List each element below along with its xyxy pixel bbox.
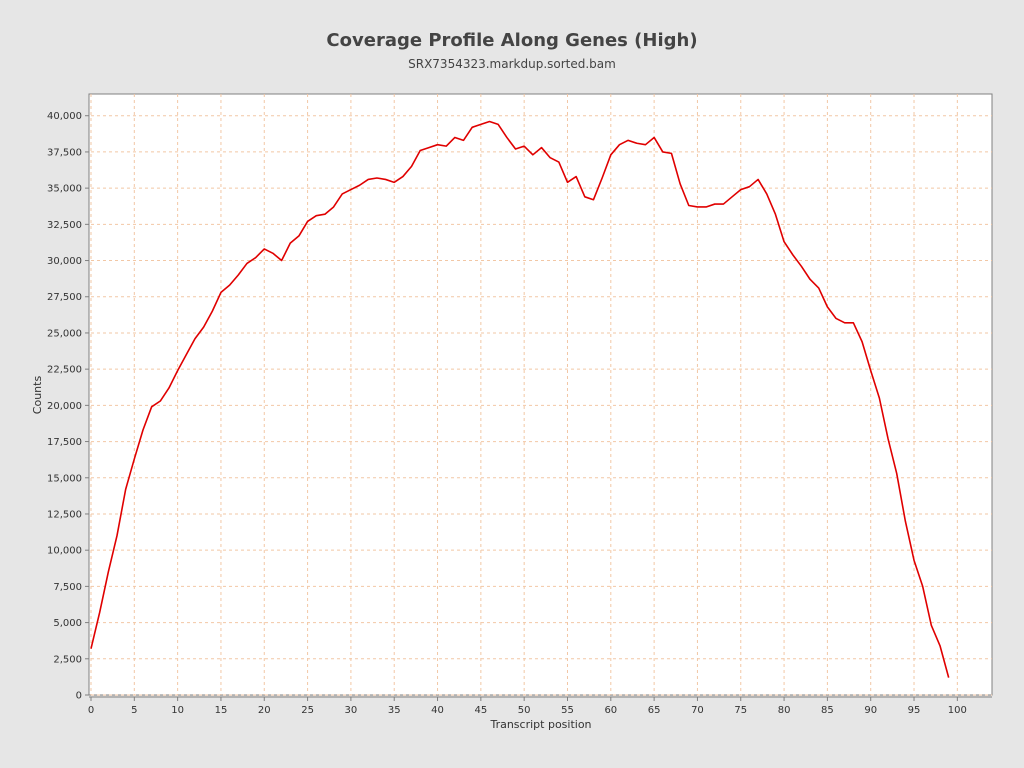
y-tick-label: 32,500	[47, 220, 82, 231]
y-tick-label: 40,000	[47, 111, 82, 122]
y-tick-label: 25,000	[47, 328, 82, 339]
x-axis-ticks: 0 5 10 15 20 25 30 35 40 45 50 55 60 65 70 75 80 85 90 95 10…	[88, 697, 967, 716]
plot-area	[88, 93, 993, 696]
x-axis-label: Transcript position	[489, 718, 591, 731]
grid-lines	[90, 94, 992, 696]
x-tick-label: 90	[864, 705, 877, 716]
x-tick-label: 95	[908, 705, 921, 716]
y-tick-label: 37,500	[47, 147, 82, 158]
x-tick-label: 80	[778, 705, 791, 716]
y-tick-label: 27,500	[47, 292, 82, 303]
x-tick-label: 70	[691, 705, 704, 716]
y-tick-label: 17,500	[47, 437, 82, 448]
y-axis-ticks: 0 2,500 5,000 7,500 10,000 12,500 15,000 17,500…	[47, 111, 89, 702]
y-axis-label: Counts	[31, 376, 44, 415]
y-tick-label: 7,500	[53, 582, 82, 593]
series-line	[90, 120, 950, 678]
y-tick-label: 10,000	[47, 546, 82, 557]
x-tick-label: 5	[131, 705, 137, 716]
x-tick-label: 10	[171, 705, 184, 716]
x-tick-label: 65	[648, 705, 661, 716]
x-tick-label: 85	[821, 705, 834, 716]
y-tick-label: 12,500	[47, 509, 82, 520]
y-tick-label: 20,000	[47, 401, 82, 412]
y-tick-label: 30,000	[47, 256, 82, 267]
y-tick-label: 2,500	[53, 654, 82, 665]
y-tick-label: 5,000	[53, 618, 82, 629]
x-tick-label: 20	[258, 705, 271, 716]
y-tick-label: 15,000	[47, 473, 82, 484]
y-tick-label: 35,000	[47, 184, 82, 195]
x-tick-label: 45	[474, 705, 487, 716]
chart-title: Coverage Profile Along Genes (High)	[326, 30, 698, 51]
x-tick-label: 30	[345, 705, 358, 716]
x-tick-label: 60	[604, 705, 617, 716]
chart-subtitle: SRX7354323.markdup.sorted.bam	[408, 57, 616, 71]
x-tick-label: 15	[215, 705, 228, 716]
x-tick-label: 100	[948, 705, 967, 716]
x-tick-label: 55	[561, 705, 574, 716]
y-tick-label: 22,500	[47, 365, 82, 376]
x-tick-label: 25	[301, 705, 314, 716]
x-tick-label: 50	[518, 705, 531, 716]
x-tick-label: 40	[431, 705, 444, 716]
x-tick-label: 35	[388, 705, 401, 716]
x-tick-label: 75	[734, 705, 747, 716]
x-tick-label: 0	[88, 705, 94, 716]
y-tick-label: 0	[76, 691, 82, 702]
series-group	[90, 120, 950, 678]
